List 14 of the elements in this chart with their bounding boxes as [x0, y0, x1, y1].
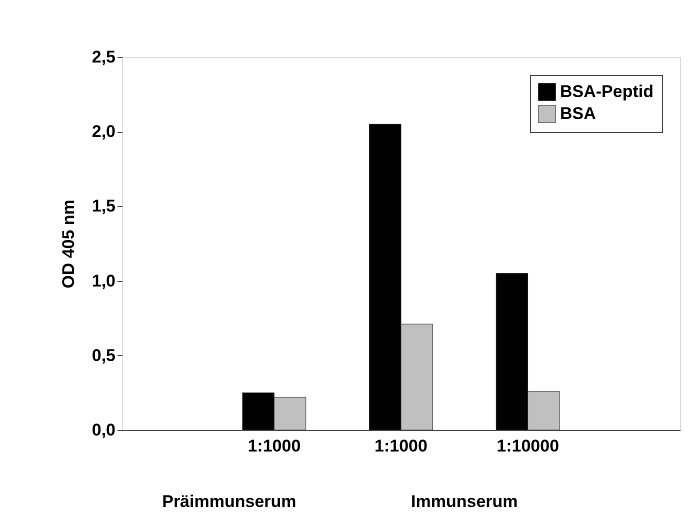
- y-tick-label: 0,5: [92, 346, 116, 365]
- y-tick-label: 1,5: [92, 196, 116, 216]
- x-tick-label: 1:10000: [496, 436, 560, 456]
- y-tick-label: 0,0: [92, 420, 116, 440]
- x-tick-label: 1:1000: [374, 436, 428, 456]
- text: Immunserum: [411, 492, 518, 511]
- legend-label: BSA-Peptid: [560, 82, 654, 101]
- x-tick-label: 1:1000: [248, 436, 301, 456]
- y-tick-label: 2,5: [92, 48, 116, 66]
- y-tick-label: 2,0: [92, 122, 116, 142]
- y-tick-label: 1,0: [92, 271, 116, 290]
- y-axis-title: OD 405 nm: [58, 200, 78, 288]
- text: Präimmunserum: [162, 492, 296, 511]
- legend-label: BSA: [560, 104, 596, 123]
